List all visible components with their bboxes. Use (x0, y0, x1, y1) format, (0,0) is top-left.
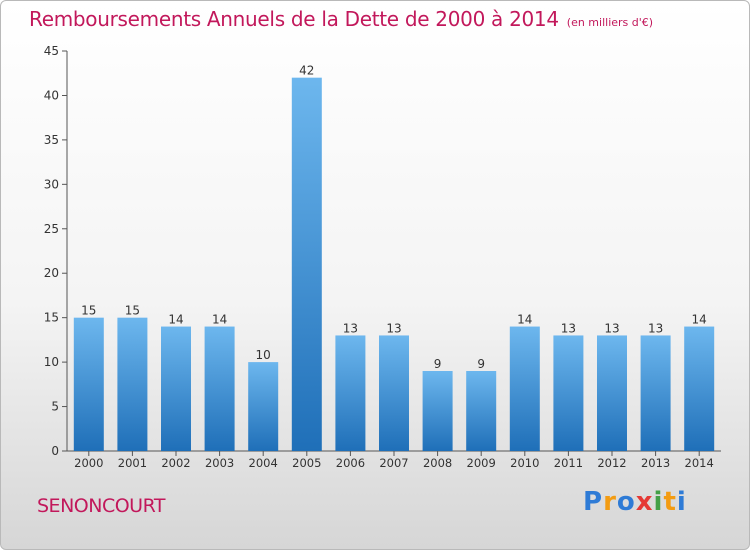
bar-value-label: 15 (81, 304, 96, 318)
y-tick-label: 0 (51, 444, 59, 458)
chart-data-labels: 15 15 14 14 10 42 13 13 9 9 14 13 13 13 14 (81, 64, 707, 371)
bar-value-label: 9 (477, 357, 485, 371)
bar (291, 77, 322, 452)
bar-value-label: 13 (648, 321, 663, 335)
x-tick-label: 2003 (205, 456, 234, 470)
logo-letter: x (635, 487, 654, 517)
bar (117, 317, 148, 451)
bar-value-label: 14 (517, 313, 532, 327)
bar (73, 317, 104, 451)
bar-value-label: 14 (168, 313, 183, 327)
bar (509, 326, 540, 451)
bar (466, 371, 497, 451)
logo-letter: o (616, 487, 636, 517)
y-tick-label: 40 (44, 88, 59, 102)
bar-value-label: 13 (561, 321, 576, 335)
bar-value-label: 10 (256, 348, 271, 362)
bar (553, 335, 584, 451)
logo-letter: P (583, 487, 604, 517)
bar-value-label: 14 (692, 313, 707, 327)
x-tick-label: 2008 (423, 456, 452, 470)
logo-letter: r (603, 487, 617, 517)
x-tick-label: 2012 (597, 456, 626, 470)
bar (640, 335, 671, 451)
x-tick-label: 2007 (379, 456, 408, 470)
y-tick-label: 5 (51, 400, 59, 414)
x-tick-label: 2001 (118, 456, 147, 470)
bar (204, 326, 235, 451)
x-tick-label: 2000 (74, 456, 103, 470)
proxiti-logo: Proxiti (583, 487, 687, 517)
x-tick-label: 2010 (510, 456, 539, 470)
y-tick-label: 35 (44, 133, 59, 147)
bar-value-label: 13 (386, 321, 401, 335)
logo-letter: t (663, 487, 677, 517)
chart-bars (73, 77, 715, 452)
location-name: SENONCOURT (37, 495, 166, 517)
bar-value-label: 13 (604, 321, 619, 335)
bar-value-label: 14 (212, 313, 227, 327)
x-tick-label: 2005 (292, 456, 321, 470)
y-tick-label: 30 (44, 177, 59, 191)
logo-letter: i (676, 487, 687, 517)
chart-title-text: Remboursements Annuels de la Dette de 20… (29, 7, 559, 31)
bar-value-label: 42 (299, 64, 314, 78)
bar (161, 326, 191, 451)
y-tick-label: 15 (44, 311, 59, 325)
x-tick-label: 2009 (467, 456, 496, 470)
y-tick-label: 45 (44, 44, 59, 58)
y-tick-label: 10 (44, 355, 59, 369)
bar (379, 335, 409, 451)
y-tick-label: 20 (44, 266, 59, 280)
x-tick-label: 2002 (161, 456, 190, 470)
bar-value-label: 13 (343, 321, 358, 335)
bar (597, 335, 627, 451)
bar-value-label: 9 (434, 357, 442, 371)
bar (248, 362, 279, 451)
x-tick-label: 2004 (249, 456, 278, 470)
x-tick-label: 2011 (554, 456, 583, 470)
chart-axes: 0 5 10 15 20 25 30 35 40 45 2000 2001 2002 2003 2004 20… (44, 44, 721, 470)
x-tick-label: 2014 (685, 456, 714, 470)
logo-letter: i (653, 487, 664, 517)
chart-subtitle: (en milliers d'€) (566, 16, 654, 29)
y-tick-label: 25 (44, 222, 59, 236)
bar (684, 326, 715, 451)
chart-title: Remboursements Annuels de la Dette de 20… (29, 7, 653, 31)
bar (335, 335, 366, 451)
bar-value-label: 15 (125, 304, 140, 318)
x-tick-label: 2006 (336, 456, 365, 470)
bar (422, 371, 453, 451)
x-tick-label: 2013 (641, 456, 670, 470)
